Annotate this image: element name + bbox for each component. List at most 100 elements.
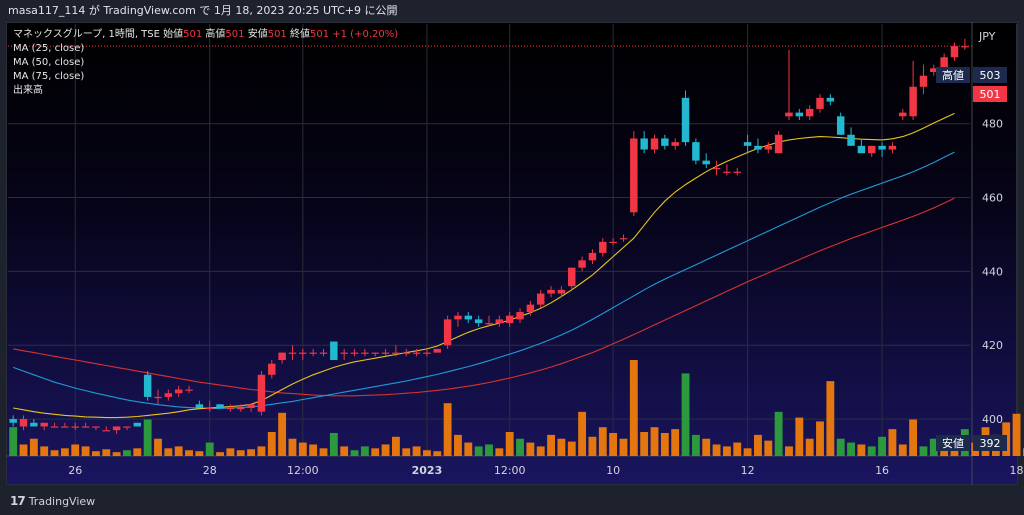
volume-bar <box>743 448 752 456</box>
candle-body <box>30 422 38 427</box>
candle-body <box>299 352 307 354</box>
volume-bar <box>774 411 783 456</box>
volume-bar <box>464 442 473 456</box>
candle-body <box>919 75 928 87</box>
candle-body <box>278 352 286 360</box>
tradingview-logo-icon: 17 <box>10 494 26 508</box>
ma25-legend[interactable]: MA (25, close) <box>13 43 85 54</box>
volume-bar <box>278 412 287 456</box>
candle-body <box>816 97 824 109</box>
last-price-tag-value: 501 <box>980 88 1001 101</box>
candle-body <box>71 426 79 428</box>
candle-body <box>888 145 897 150</box>
candle-body <box>19 419 28 427</box>
candle-body <box>723 171 731 173</box>
volume-bar <box>1022 448 1024 456</box>
volume-bar <box>350 450 359 456</box>
volume-bar <box>578 411 587 456</box>
ma75-legend[interactable]: MA (75, close) <box>13 71 85 82</box>
candle-body <box>371 352 379 354</box>
candle-body <box>433 348 442 353</box>
volume-bar <box>123 450 131 456</box>
volume-bar <box>764 440 773 456</box>
x-tick-label: 18 <box>1010 464 1024 477</box>
x-tick-label: 16 <box>875 464 889 477</box>
volume-bar <box>712 444 721 456</box>
volume-bar <box>298 442 307 456</box>
ma50-legend[interactable]: MA (50, close) <box>13 57 85 68</box>
candle-body <box>774 134 783 154</box>
volume-bar <box>878 436 887 456</box>
volume-bar <box>660 432 669 456</box>
candle-body <box>733 171 741 173</box>
volume-bar <box>91 451 100 456</box>
volume-bar <box>185 450 193 456</box>
volume-bar <box>671 429 680 456</box>
volume-bar <box>536 446 545 456</box>
candle-body <box>868 145 876 154</box>
volume-bar <box>516 438 524 456</box>
volume-bar <box>888 429 897 456</box>
volume-bar <box>50 450 59 456</box>
candle-body <box>526 304 535 312</box>
volume-bar <box>402 448 411 456</box>
candle-body <box>454 315 462 320</box>
candle-body <box>319 352 328 354</box>
candle-body <box>402 352 410 354</box>
volume-bar <box>816 421 824 456</box>
volume-bar <box>143 419 152 456</box>
candle-body <box>516 312 524 320</box>
low-tag-label-bg <box>936 435 970 451</box>
candle-body <box>102 430 110 432</box>
candle-body <box>785 112 793 117</box>
volume-bar <box>19 444 28 456</box>
volume-bar <box>329 432 338 456</box>
candle-body <box>464 315 473 320</box>
open-value: 501 <box>183 29 203 40</box>
candle-body <box>743 142 752 146</box>
volume-bar <box>40 446 49 456</box>
price-chart[interactable]: JPY 400 420 440 460 480 26 28 12:00 2023 12:00 10 12… <box>0 0 1024 485</box>
candle-body <box>640 138 648 150</box>
candle-body <box>547 289 555 294</box>
candle-body <box>340 352 348 354</box>
candle-body <box>50 426 59 428</box>
candle-body <box>268 363 276 375</box>
x-tick-label: 10 <box>606 464 620 477</box>
x-tick-label: 12:00 <box>287 464 319 477</box>
high-tag-label-bg <box>936 67 970 83</box>
x-tick-label: 12 <box>741 464 755 477</box>
candle-body <box>133 422 142 427</box>
candle-body <box>412 352 421 354</box>
volume-bar <box>795 417 804 456</box>
candle-body <box>661 138 669 146</box>
volume-bar <box>929 438 938 456</box>
volume-bar <box>681 373 690 456</box>
candle-body <box>92 426 100 428</box>
candle-body <box>578 260 586 268</box>
candle-body <box>899 112 907 117</box>
y-tick-label: 420 <box>982 339 1003 352</box>
candle-body <box>702 160 710 165</box>
volume-bar <box>629 360 638 456</box>
volume-bar <box>505 432 514 456</box>
y-tick-label: 460 <box>982 192 1003 205</box>
chart-frame[interactable] <box>6 22 1018 485</box>
candle-body <box>154 396 162 399</box>
tradingview-logo[interactable]: 17 TradingView <box>10 494 95 508</box>
candle-body <box>216 404 224 408</box>
volume-bar <box>423 450 431 456</box>
volume-bar <box>836 438 845 456</box>
volume-legend[interactable]: 出来高 <box>13 85 43 96</box>
volume-bar <box>133 448 142 456</box>
volume-bar <box>454 434 462 456</box>
candle-body <box>237 408 245 410</box>
volume-bar <box>1012 413 1021 456</box>
volume-bar <box>267 432 276 456</box>
volume-bar <box>81 446 90 456</box>
candle-body <box>805 108 814 117</box>
candle-body <box>764 145 773 150</box>
candle-body <box>9 419 17 423</box>
candle-body <box>392 352 400 354</box>
volume-bar <box>174 446 183 456</box>
